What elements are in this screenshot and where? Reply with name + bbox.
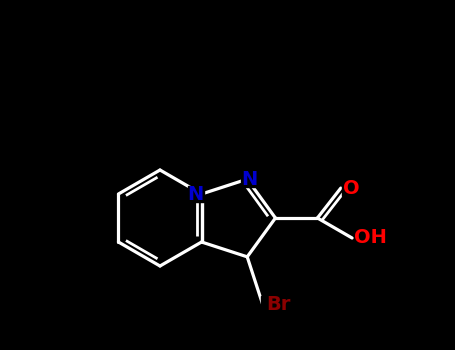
Bar [342, 180, 360, 196]
Bar [356, 230, 384, 246]
Text: OH: OH [354, 229, 386, 247]
Bar [261, 296, 297, 313]
Text: Br: Br [267, 295, 291, 314]
Bar [187, 186, 203, 202]
Bar [241, 171, 257, 187]
Text: N: N [241, 170, 258, 189]
Text: N: N [187, 184, 204, 203]
Text: O: O [343, 178, 359, 197]
